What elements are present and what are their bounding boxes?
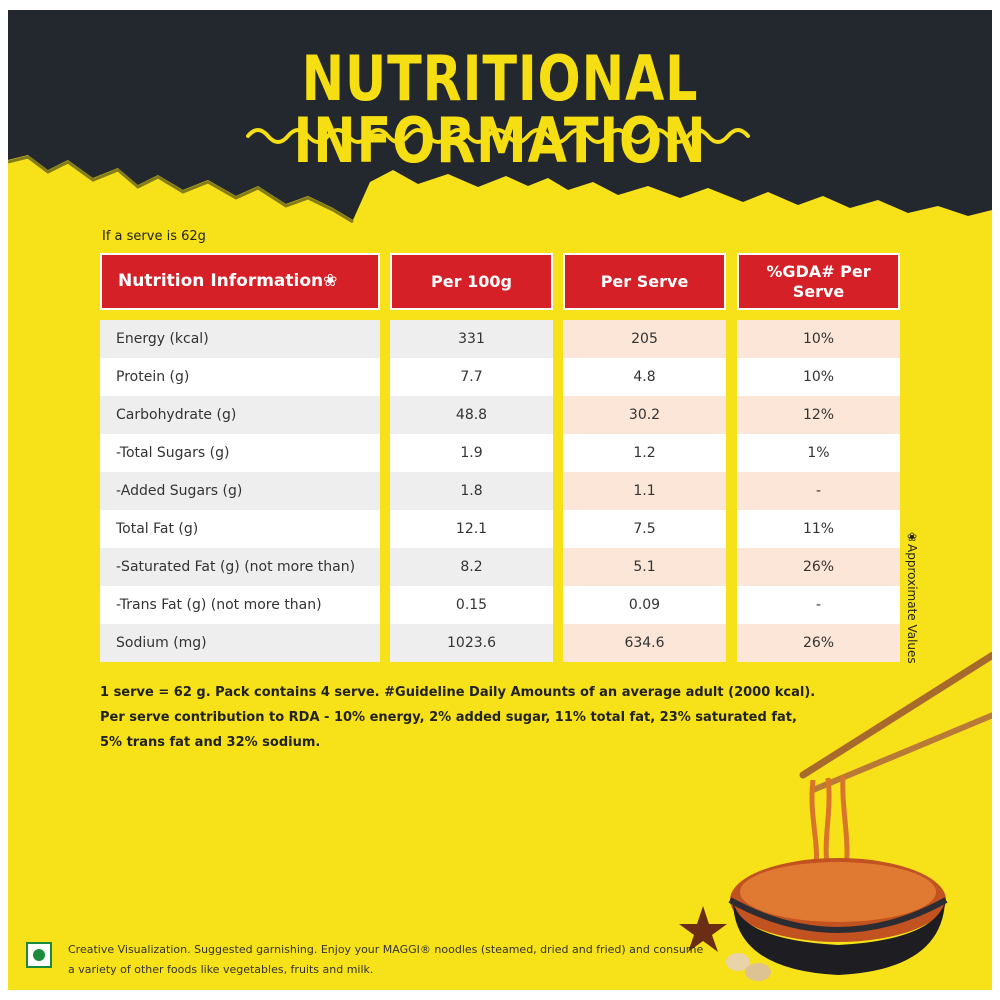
page-title: NUTRITIONAL INFORMATION (293, 42, 707, 177)
value-per-100g: 1.8 (390, 472, 553, 510)
footnotes: 1 serve = 62 g. Pack contains 4 serve. #… (100, 680, 816, 755)
value-per-serve: 205 (563, 320, 726, 358)
chopsticks-image (799, 651, 992, 793)
table-row: -Saturated Fat (g) (not more than) 8.2 5.1… (100, 548, 910, 586)
value-per-100g: 0.15 (390, 586, 553, 624)
nutrient-name: -Added Sugars (g) (100, 472, 380, 510)
value-per-serve: 30.2 (563, 396, 726, 434)
disclaimer-text: Creative Visualization. Suggested garnis… (68, 943, 704, 976)
value-per-100g: 331 (390, 320, 553, 358)
value-per-serve: 5.1 (563, 548, 726, 586)
table-row: Carbohydrate (g) 48.8 30.2 12% (100, 396, 910, 434)
nutrient-name: Sodium (mg) (100, 624, 380, 662)
nutrient-name: -Trans Fat (g) (not more than) (100, 586, 380, 624)
dark-torn-band (8, 10, 992, 224)
garlic-image (726, 953, 771, 981)
value-gda: 10% (737, 358, 900, 396)
disclaimer-bar: Creative Visualization. Suggested garnis… (26, 940, 708, 980)
value-per-serve: 1.2 (563, 434, 726, 472)
footnote-line: 1 serve = 62 g. Pack contains 4 serve. #… (100, 685, 816, 700)
serve-size-note: If a serve is 62g (102, 229, 206, 244)
value-gda: - (737, 472, 900, 510)
veg-mark-icon (26, 942, 52, 968)
value-per-serve: 0.09 (563, 586, 726, 624)
value-per-serve: 7.5 (563, 510, 726, 548)
table-row: -Total Sugars (g) 1.9 1.2 1% (100, 434, 910, 472)
value-per-serve: 1.1 (563, 472, 726, 510)
nutrition-panel: NUTRITIONAL INFORMATION If a serve is 62… (8, 10, 992, 990)
header-nutrition-information: Nutrition Information❀ (100, 253, 380, 310)
nutrient-name: Energy (kcal) (100, 320, 380, 358)
nutrient-name: Total Fat (g) (100, 510, 380, 548)
value-gda: 12% (737, 396, 900, 434)
value-per-serve: 4.8 (563, 358, 726, 396)
value-gda: 10% (737, 320, 900, 358)
star-anise-image (679, 906, 727, 952)
nutrient-name: -Total Sugars (g) (100, 434, 380, 472)
table-row: Sodium (mg) 1023.6 634.6 26% (100, 624, 910, 662)
table-row: Protein (g) 7.7 4.8 10% (100, 358, 910, 396)
header-per-100g: Per 100g (390, 253, 553, 310)
value-per-100g: 1.9 (390, 434, 553, 472)
value-gda: 26% (737, 548, 900, 586)
table-row: -Trans Fat (g) (not more than) 0.15 0.09- (100, 586, 910, 624)
header-gda-per-serve: %GDA# Per Serve (737, 253, 900, 310)
nutrient-name: Carbohydrate (g) (100, 396, 380, 434)
footnote-line: 5% trans fat and 32% sodium. (100, 735, 321, 750)
value-gda: 26% (737, 624, 900, 662)
nutrient-name: -Saturated Fat (g) (not more than) (100, 548, 380, 586)
value-per-100g: 1023.6 (390, 624, 553, 662)
value-gda: 11% (737, 510, 900, 548)
header-per-serve: Per Serve (563, 253, 726, 310)
value-per-100g: 12.1 (390, 510, 553, 548)
table-row: Energy (kcal) 331 205 10% (100, 320, 910, 358)
value-per-serve: 634.6 (563, 624, 726, 662)
value-gda: 1% (737, 434, 900, 472)
value-per-100g: 48.8 (390, 396, 553, 434)
noodle-bowl-image (679, 651, 992, 981)
nutrient-name: Protein (g) (100, 358, 380, 396)
approximate-values-note: ❀Approximate Values (905, 530, 919, 664)
table-row: -Added Sugars (g) 1.8 1.1- (100, 472, 910, 510)
value-per-100g: 7.7 (390, 358, 553, 396)
table-row: Total Fat (g) 12.1 7.5 11% (100, 510, 910, 548)
value-per-100g: 8.2 (390, 548, 553, 586)
squiggle-underline-icon (246, 128, 750, 144)
footnote-line: Per serve contribution to RDA - 10% ener… (100, 710, 797, 725)
value-gda: - (737, 586, 900, 624)
